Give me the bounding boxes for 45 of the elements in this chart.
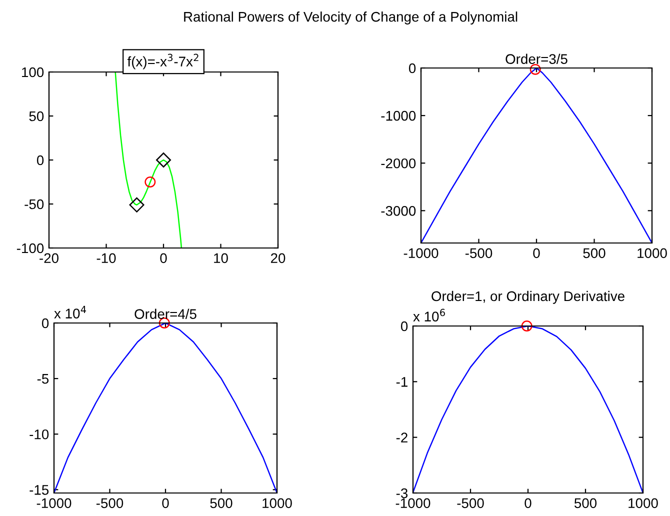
x-tick-label: 1000 xyxy=(262,498,292,508)
x-tick-label: 500 xyxy=(583,248,606,258)
text: x 10$^{6}$ xyxy=(413,308,445,322)
x-tick-label: 1000 xyxy=(628,498,658,508)
x-tick-label: 10 xyxy=(214,253,228,264)
y-tick-label: -100 xyxy=(16,243,44,254)
y-tick-label: -3 xyxy=(396,488,408,498)
x-tick-label: -500 xyxy=(457,498,484,508)
x-tick-label: -20 xyxy=(40,253,58,264)
y-tick-label: -1000 xyxy=(381,110,416,121)
chart-title: Order=4/5 xyxy=(134,308,196,319)
text: Rational Powers of Velocity of Change of a Polynomial xyxy=(184,12,518,24)
y-tick-label: -2000 xyxy=(381,158,416,168)
y-tick-label: -2 xyxy=(396,432,408,442)
x-tick-label: -500 xyxy=(96,498,124,508)
chart-title: Order=1, or Ordinary Derivative xyxy=(432,290,624,304)
x-tick-label: 1000 xyxy=(638,248,667,258)
x-tick-label: 0 xyxy=(524,498,532,508)
x-tick-label: 0 xyxy=(533,248,540,258)
y-tick-label: -1 xyxy=(396,377,408,387)
x-tick-label: -10 xyxy=(96,253,116,264)
x-tick-label: 0 xyxy=(160,253,167,264)
y-tick-label: 0 xyxy=(408,63,416,74)
y-tick-label: -3000 xyxy=(381,206,416,216)
chart-title: Order=3/5 xyxy=(506,54,568,64)
point xyxy=(144,176,156,188)
x-tick-label: 0 xyxy=(162,498,169,508)
point xyxy=(156,152,171,168)
y-tick-label: 50 xyxy=(29,111,44,122)
x-tick-label: 20 xyxy=(270,253,286,264)
y-tick-label: -15 xyxy=(30,485,49,495)
point xyxy=(129,197,144,212)
line-series xyxy=(114,72,182,248)
y-tick-label: -50 xyxy=(24,199,44,210)
x-tick-label: 500 xyxy=(574,498,597,508)
y-tick-label: 100 xyxy=(22,67,44,78)
text: x 10$^{4}$ xyxy=(54,306,86,318)
y-tick-label: 0 xyxy=(42,318,49,328)
y-tick-label: 0 xyxy=(36,155,44,166)
y-tick-label: 0 xyxy=(400,321,408,332)
x-tick-label: 500 xyxy=(210,498,232,508)
x-tick-label: -500 xyxy=(465,248,492,258)
y-tick-label: -10 xyxy=(30,429,49,440)
chart-title: f(x)=-x$^{3}$-7x$^{2}$ xyxy=(127,54,198,70)
y-tick-label: -5 xyxy=(37,374,49,384)
